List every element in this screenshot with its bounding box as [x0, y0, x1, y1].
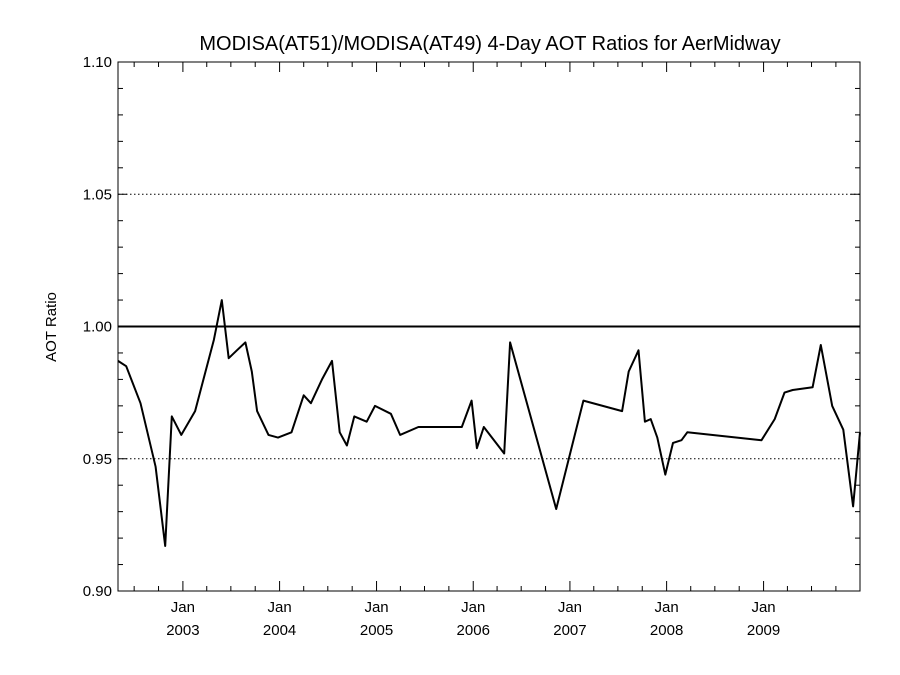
y-tick-label: 1.00: [83, 319, 112, 336]
grid-layer: [118, 193, 860, 460]
x-tick-label-year: 2006: [457, 622, 490, 639]
y-tick-label: 0.95: [83, 451, 112, 468]
x-tick-label-year: 2008: [650, 622, 683, 639]
chart-title: MODISA(AT51)/MODISA(AT49) 4-Day AOT Rati…: [199, 33, 780, 55]
x-tick-label-month: Jan: [461, 599, 485, 616]
x-tick-label-year: 2004: [263, 622, 296, 639]
x-tick-label-year: 2005: [360, 622, 393, 639]
ticks-layer: [118, 61, 860, 592]
x-tick-label-month: Jan: [364, 599, 388, 616]
x-tick-label-year: 2007: [553, 622, 586, 639]
series-layer: [117, 299, 861, 547]
y-tick-label: 1.10: [83, 54, 112, 71]
y-tick-label: 1.05: [83, 186, 112, 203]
labels-layer: 0.90 0.95 1.00 1.05 1.10 Jan 2003 Jan 2004 Jan 200…: [83, 54, 780, 639]
x-tick-label-month: Jan: [751, 599, 775, 616]
x-tick-label-year: 2003: [166, 622, 199, 639]
y-axis-label: AOT Ratio: [43, 292, 60, 362]
plot-frame: [117, 61, 861, 592]
x-tick-label-month: Jan: [171, 599, 195, 616]
x-tick-label-year: 2009: [747, 622, 780, 639]
series-line: [117, 299, 861, 547]
x-tick-label-month: Jan: [655, 599, 679, 616]
y-tick-label: 0.90: [83, 583, 112, 600]
x-tick-label-month: Jan: [558, 599, 582, 616]
x-tick-label-month: Jan: [267, 599, 291, 616]
